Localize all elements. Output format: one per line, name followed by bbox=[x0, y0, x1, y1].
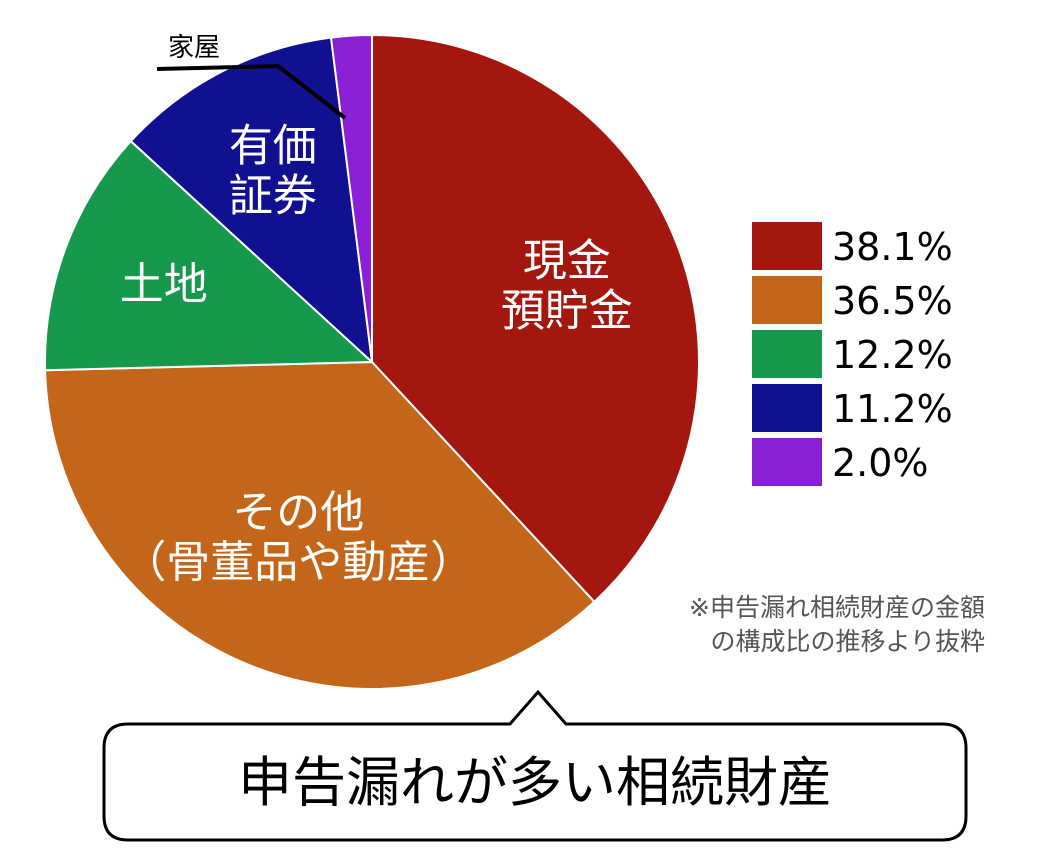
legend-label-cash-deposits: 38.1% bbox=[832, 225, 953, 269]
slice-label-securities-line-1: 有価 bbox=[229, 120, 317, 171]
legend-swatch-land bbox=[752, 330, 822, 378]
legend-swatch-other-assets bbox=[752, 276, 822, 324]
source-note: ※申告漏れ相続財産の金額 の構成比の推移より抜粋 bbox=[689, 593, 985, 656]
pie-slice-cash-deposits bbox=[371, 33, 700, 604]
note-line-1: ※申告漏れ相続財産の金額 bbox=[689, 593, 985, 622]
legend-swatch-house bbox=[752, 438, 822, 486]
speech-bubble-shape bbox=[102, 689, 968, 842]
legend: 38.1% 36.5% 12.2% 11.2% 2.0% bbox=[752, 222, 953, 486]
legend-label-house: 2.0% bbox=[832, 441, 929, 485]
slice-label-cash-deposits-line-1: 現金 bbox=[523, 236, 611, 287]
speech-bubble-text: 申告漏れが多い相続財産 bbox=[238, 751, 832, 814]
slice-label-land-line-1: 土地 bbox=[120, 259, 208, 310]
legend-swatch-securities bbox=[752, 384, 822, 432]
note-line-2: の構成比の推移より抜粋 bbox=[710, 627, 985, 656]
legend-swatch-cash-deposits bbox=[752, 222, 822, 270]
slice-label-other-assets-line-2: （骨董品や動産） bbox=[122, 537, 474, 588]
callout-leader-line bbox=[156, 63, 347, 120]
slice-label-other-assets-line-1: その他 bbox=[232, 487, 364, 538]
callout-label-kaoku: 家屋 bbox=[168, 33, 220, 63]
legend-label-land: 12.2% bbox=[832, 333, 953, 377]
pie-slice-land bbox=[44, 139, 375, 372]
legend-label-other-assets: 36.5% bbox=[832, 279, 953, 323]
legend-label-securities: 11.2% bbox=[832, 387, 953, 431]
speech-bubble: 申告漏れが多い相続財産 bbox=[102, 689, 968, 842]
pie-slice-other-assets bbox=[44, 360, 596, 690]
pie-slice-securities bbox=[129, 36, 374, 365]
slice-label-securities-line-2: 証券 bbox=[229, 170, 317, 221]
slice-label-cash-deposits-line-2: 預貯金 bbox=[501, 286, 633, 337]
pie-slices bbox=[44, 33, 700, 690]
